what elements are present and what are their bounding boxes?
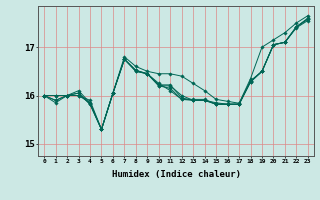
X-axis label: Humidex (Indice chaleur): Humidex (Indice chaleur) bbox=[111, 170, 241, 179]
